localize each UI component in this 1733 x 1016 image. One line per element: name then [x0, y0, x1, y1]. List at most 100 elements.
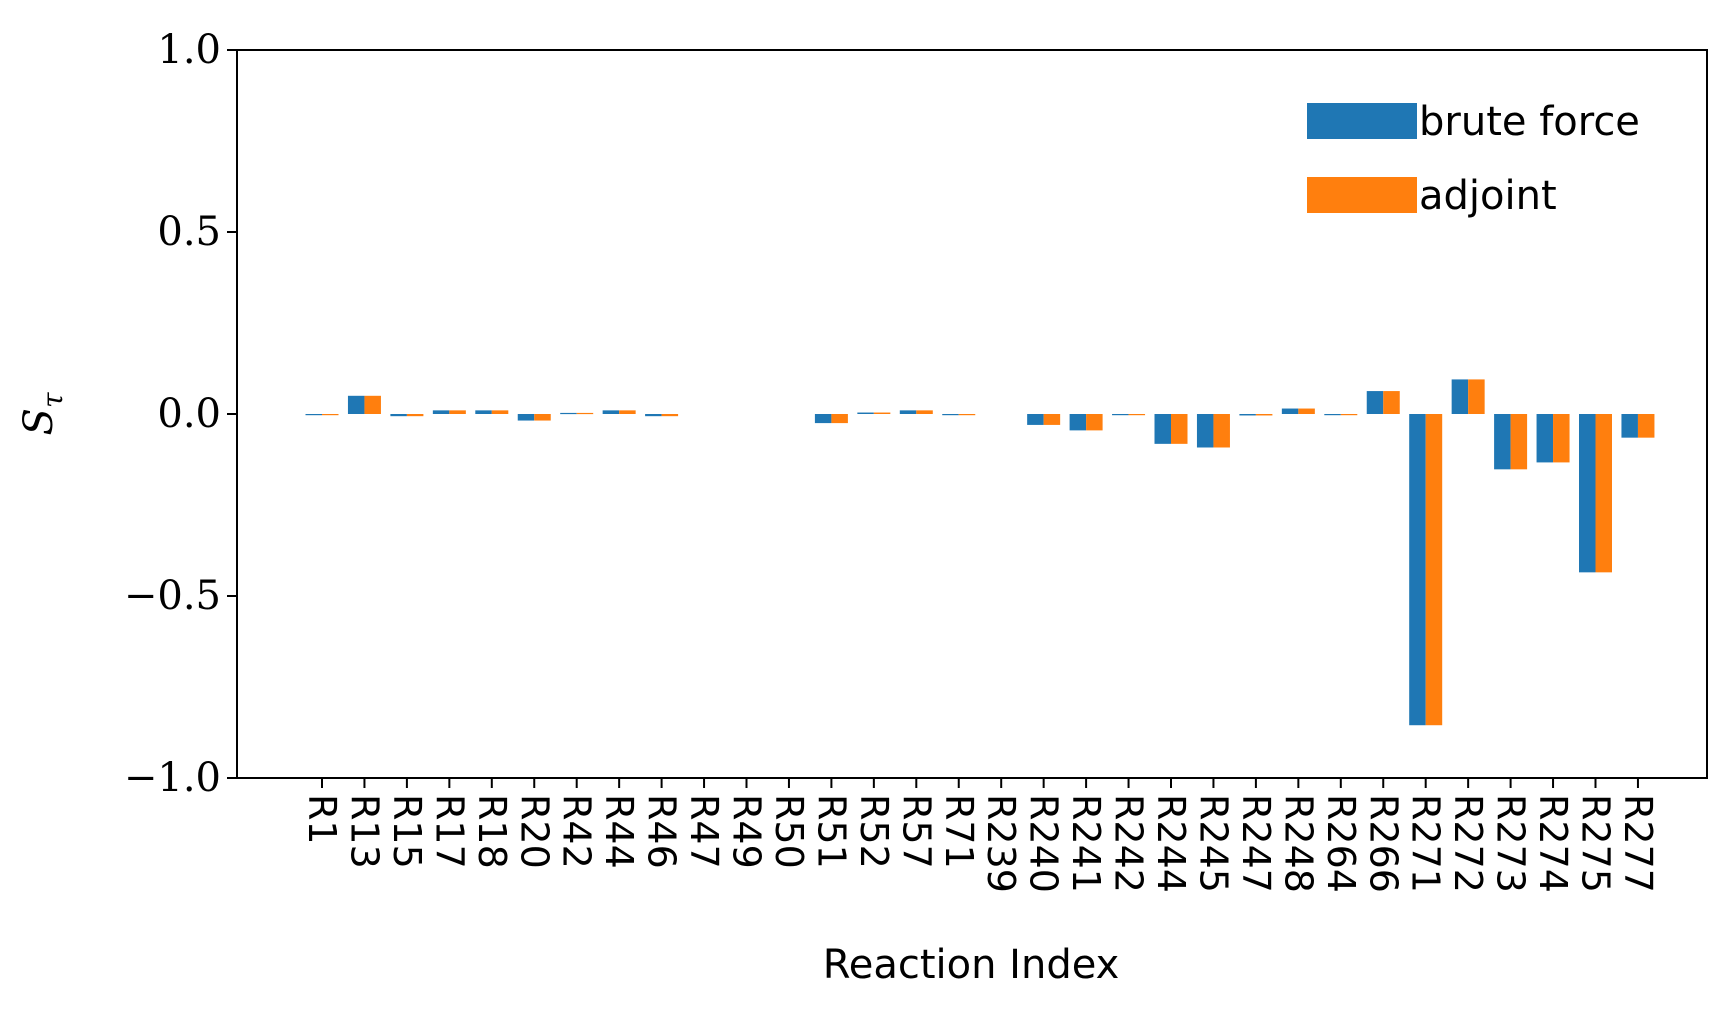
legend-swatch-brute-force: [1307, 103, 1417, 139]
bar-brute-force-R277: [1621, 414, 1638, 438]
x-tick-label-R49: R49: [725, 794, 769, 869]
bar-brute-force-R244: [1154, 414, 1171, 444]
x-tick-label-R46: R46: [640, 794, 684, 869]
y-axis-title-sub: τ: [36, 392, 69, 408]
bar-brute-force-R245: [1196, 414, 1214, 448]
x-tick-label-R273: R273: [1489, 794, 1533, 893]
bars-layer: [305, 379, 1655, 726]
bar-brute-force-R264: [1324, 414, 1341, 416]
bar-brute-force-R273: [1494, 414, 1511, 470]
x-tick-label-R20: R20: [512, 794, 556, 869]
bar-adjoint-R13: [364, 395, 381, 414]
bar-adjoint-R241: [1086, 414, 1103, 431]
bar-adjoint-R275: [1595, 414, 1612, 573]
bar-adjoint-R273: [1510, 414, 1528, 470]
x-tick-label-R248: R248: [1276, 794, 1320, 893]
bar-adjoint-R52: [873, 412, 891, 414]
x-tick-label-R240: R240: [1022, 794, 1066, 893]
x-tick-label-R244: R244: [1149, 794, 1193, 893]
y-tick-label: 1.0: [157, 27, 221, 73]
x-axis: R1R13R15R17R18R20R42R44R46R47R49R50R51R5…: [300, 778, 1660, 893]
bar-brute-force-R240: [1027, 414, 1044, 425]
x-tick-label-R275: R275: [1574, 794, 1618, 893]
svg-text:Sτ: Sτ: [16, 392, 69, 435]
x-tick-label-R266: R266: [1361, 794, 1405, 893]
x-tick-label-R50: R50: [767, 794, 811, 869]
x-tick-label-R247: R247: [1234, 794, 1278, 893]
bar-adjoint-R248: [1298, 408, 1315, 414]
bar-adjoint-R18: [491, 410, 509, 414]
x-tick-label-R277: R277: [1616, 794, 1660, 893]
bar-adjoint-R271: [1425, 414, 1443, 726]
bar-adjoint-R242: [1128, 414, 1146, 416]
x-tick-label-R51: R51: [809, 794, 853, 869]
y-axis: 1.0 0.5 0.0 −0.5 −1.0: [124, 27, 237, 801]
bar-adjoint-R240: [1043, 414, 1061, 425]
x-tick-label-R52: R52: [852, 794, 896, 869]
bar-brute-force-R274: [1536, 414, 1554, 463]
legend-label-adjoint: adjoint: [1419, 173, 1557, 219]
plot-area: 1.00.50.0−0.5−1.0 R1R13R15R17R18R20R42R4…: [124, 27, 1708, 893]
x-tick-label-R42: R42: [555, 794, 599, 869]
bar-brute-force-R242: [1112, 414, 1129, 416]
bar-brute-force-R248: [1281, 408, 1299, 414]
y-tick-label: −1.0: [124, 755, 221, 801]
x-tick-label-R44: R44: [597, 794, 641, 869]
bar-brute-force-R20: [517, 414, 535, 421]
y-axis-title-main: S: [16, 408, 62, 435]
bar-brute-force-R15: [390, 414, 407, 417]
bar-brute-force-R1: [305, 414, 322, 416]
x-tick-label-R242: R242: [1107, 794, 1151, 893]
legend: brute force adjoint: [1307, 99, 1640, 219]
bar-adjoint-R266: [1383, 391, 1400, 414]
legend-swatch-adjoint: [1307, 177, 1417, 213]
bar-adjoint-R51: [831, 414, 848, 424]
bar-adjoint-R244: [1171, 414, 1188, 444]
bar-brute-force-R241: [1069, 414, 1087, 431]
bar-adjoint-R272: [1468, 379, 1485, 414]
x-tick-label-R245: R245: [1191, 794, 1235, 893]
x-tick-label-R17: R17: [427, 794, 471, 869]
bar-brute-force-R44: [602, 410, 620, 414]
x-tick-label-R274: R274: [1531, 794, 1575, 893]
legend-label-brute-force: brute force: [1419, 99, 1640, 145]
x-tick-label-R1: R1: [300, 794, 344, 845]
bar-brute-force-R42: [560, 412, 577, 415]
bar-adjoint-R274: [1553, 414, 1570, 463]
bar-brute-force-R275: [1579, 414, 1596, 573]
bar-brute-force-R247: [1239, 414, 1256, 416]
bar-brute-force-R271: [1409, 414, 1426, 726]
bar-brute-force-R17: [432, 410, 450, 414]
bar-adjoint-R15: [406, 414, 424, 417]
y-tick-label: 0.0: [157, 391, 221, 437]
x-tick-label-R47: R47: [682, 794, 726, 869]
bar-brute-force-R13: [347, 395, 365, 414]
bar-brute-force-R71: [942, 414, 959, 416]
bar-brute-force-R52: [857, 412, 874, 414]
bar-adjoint-R46: [661, 414, 679, 417]
bar-adjoint-R57: [916, 410, 933, 414]
x-tick-label-R18: R18: [470, 794, 514, 869]
bar-adjoint-R277: [1637, 414, 1655, 438]
bar-brute-force-R18: [475, 410, 492, 414]
bar-adjoint-R20: [534, 414, 551, 421]
bar-brute-force-R272: [1451, 379, 1469, 414]
bar-brute-force-R266: [1366, 391, 1384, 414]
x-tick-label-R271: R271: [1404, 794, 1448, 893]
bar-adjoint-R245: [1213, 414, 1230, 448]
x-tick-label-R71: R71: [937, 794, 981, 869]
x-tick-label-R57: R57: [894, 794, 938, 869]
bar-brute-force-R51: [814, 414, 832, 424]
bar-brute-force-R57: [899, 410, 917, 414]
x-axis-title: Reaction Index: [823, 942, 1120, 988]
y-tick-label: 0.5: [157, 209, 221, 255]
y-tick-label: −0.5: [124, 573, 221, 619]
x-tick-label-R272: R272: [1446, 794, 1490, 893]
bar-adjoint-R42: [576, 412, 594, 415]
x-tick-label-R15: R15: [385, 794, 429, 869]
bar-brute-force-R46: [645, 414, 662, 417]
bar-adjoint-R264: [1340, 414, 1358, 416]
bar-adjoint-R71: [958, 414, 976, 416]
bar-adjoint-R247: [1255, 414, 1273, 416]
